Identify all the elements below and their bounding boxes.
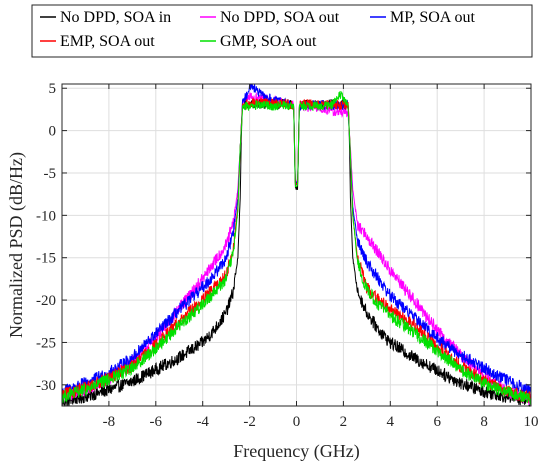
y-tick-label: 5 bbox=[49, 81, 57, 97]
x-tick-label: -6 bbox=[150, 414, 163, 430]
y-axis-ticks: 5 0 -5 -10 -15 -20 -25 -30 bbox=[36, 81, 531, 394]
y-axis-label: Normalized PSD (dB/Hz) bbox=[6, 152, 27, 338]
x-tick-label: 2 bbox=[340, 414, 348, 430]
legend-box bbox=[31, 4, 533, 58]
x-tick-label: -8 bbox=[103, 414, 116, 430]
series-line bbox=[61, 83, 532, 397]
legend-label: MP, SOA out bbox=[390, 9, 475, 26]
x-axis-ticks: -8 -6 -4 -2 0 2 4 6 8 10 bbox=[103, 84, 539, 430]
y-tick-label: -30 bbox=[36, 378, 56, 394]
x-tick-label: 8 bbox=[480, 414, 488, 430]
x-tick-label: 6 bbox=[433, 414, 441, 430]
x-tick-label: 10 bbox=[524, 414, 539, 430]
x-axis-label: Frequency (GHz) bbox=[233, 441, 359, 462]
y-tick-label: 0 bbox=[49, 124, 57, 140]
y-tick-label: -5 bbox=[44, 166, 57, 182]
x-tick-label: -2 bbox=[243, 414, 256, 430]
series-lines bbox=[61, 83, 532, 407]
x-tick-label: 4 bbox=[387, 414, 395, 430]
legend-label: EMP, SOA out bbox=[60, 33, 155, 50]
legend-label: No DPD, SOA out bbox=[220, 9, 340, 26]
legend-label: No DPD, SOA in bbox=[60, 9, 171, 26]
series-line bbox=[61, 90, 532, 405]
legend: No DPD, SOA in No DPD, SOA out MP, SOA out… bbox=[31, 4, 533, 58]
x-tick-label: 0 bbox=[293, 414, 301, 430]
y-tick-label: -25 bbox=[36, 335, 56, 351]
legend-label: GMP, SOA out bbox=[220, 33, 317, 50]
y-tick-label: -15 bbox=[36, 251, 56, 267]
y-tick-label: -10 bbox=[36, 208, 56, 224]
x-tick-label: -4 bbox=[196, 414, 209, 430]
y-tick-label: -20 bbox=[36, 293, 56, 309]
series-line bbox=[61, 97, 532, 407]
